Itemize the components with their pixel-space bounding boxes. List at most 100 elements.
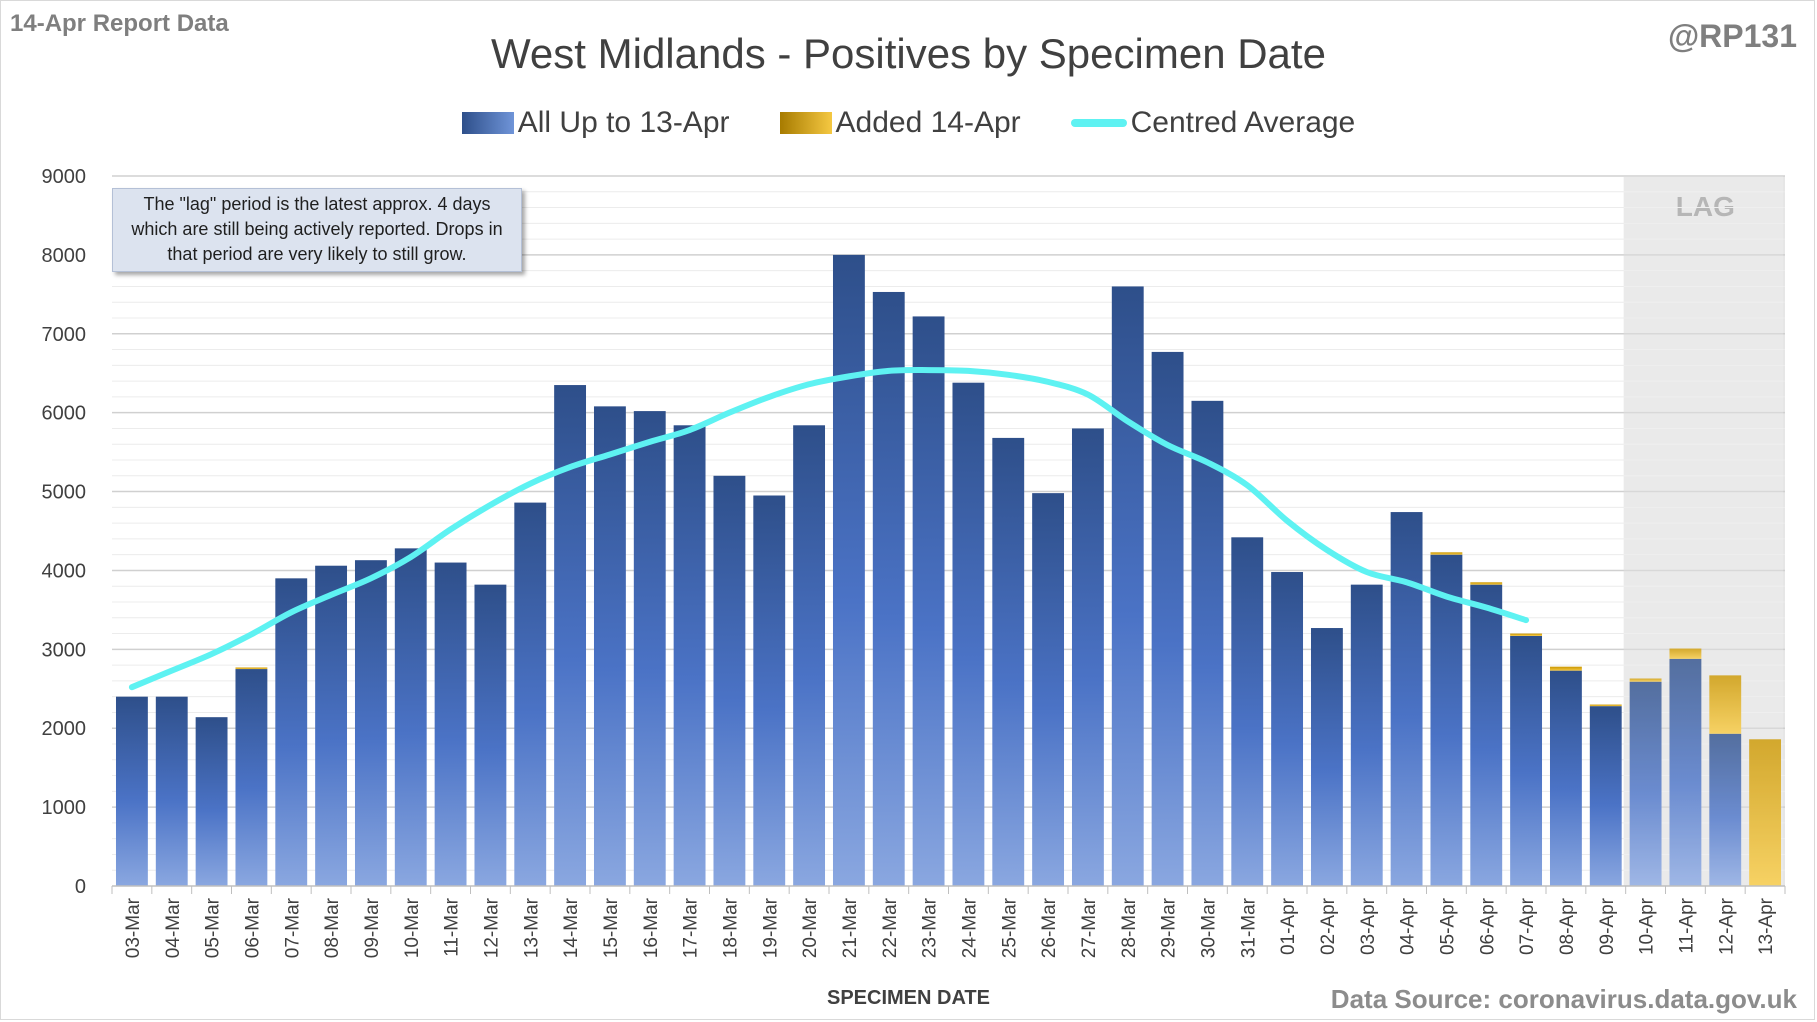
legend-swatch-blue <box>461 112 514 134</box>
bar-all <box>793 425 826 886</box>
author-handle: @RP131 <box>1667 18 1797 54</box>
x-tick-label: 10-Apr <box>1637 897 1658 955</box>
bar-all <box>1470 584 1503 886</box>
bar-added <box>1549 666 1582 671</box>
bar-all <box>1629 681 1662 886</box>
bar-all <box>1390 512 1423 886</box>
x-tick-label: 11-Mar <box>442 897 463 956</box>
bar-all <box>1151 351 1184 886</box>
x-tick-label: 06-Apr <box>1477 897 1498 955</box>
x-tick-label: 13-Mar <box>521 897 542 958</box>
bar-all <box>593 406 626 886</box>
bar-all <box>1430 554 1463 886</box>
bar-added <box>1709 675 1742 734</box>
bar-all <box>1310 628 1343 886</box>
series-line-centred-average <box>128 367 1530 691</box>
x-tick-label: 18-Mar <box>720 897 741 958</box>
lag-label: LAG <box>1676 191 1735 222</box>
bar-all <box>1231 537 1264 886</box>
x-tick-label: 04-Apr <box>1398 897 1419 955</box>
bar-all <box>115 696 148 886</box>
data-source: Data Source: coronavirus.data.gov.uk <box>1330 984 1797 1014</box>
x-tick-label: 29-Mar <box>1159 897 1180 958</box>
bar-all <box>1589 706 1622 886</box>
x-tick-label: 08-Mar <box>322 897 343 958</box>
x-tick-label: 03-Apr <box>1358 897 1379 955</box>
x-tick-label: 01-Apr <box>1278 897 1299 955</box>
bar-all <box>952 382 985 886</box>
y-tick-label: 1000 <box>42 797 87 819</box>
bar-all <box>912 316 945 886</box>
report-label: 14-Apr Report Data <box>10 10 229 37</box>
y-tick-label: 6000 <box>42 403 87 425</box>
x-tick-label: 06-Mar <box>242 897 263 958</box>
bar-all <box>315 565 348 886</box>
x-tick-label: 09-Mar <box>362 897 383 958</box>
x-tick-label: 04-Mar <box>163 897 184 958</box>
bar-added <box>1629 678 1662 682</box>
legend-label-added: Added 14-Apr <box>835 106 1021 139</box>
x-tick-label: 08-Apr <box>1557 897 1578 955</box>
lag-annotation: The "lag" period is the latest approx. 4… <box>112 188 522 272</box>
bar-all <box>155 696 188 886</box>
x-tick-label: 10-Mar <box>402 897 423 958</box>
x-tick-label: 31-Mar <box>1238 897 1259 958</box>
legend-item-all: All Up to 13-Apr <box>461 106 730 140</box>
bar-all <box>275 578 308 886</box>
x-tick-label: 23-Mar <box>920 897 941 958</box>
bar-added <box>1470 582 1503 585</box>
chart-title: West Midlands - Positives by Specimen Da… <box>491 30 1326 77</box>
bar-all <box>992 437 1025 886</box>
legend-label-average: Centred Average <box>1130 106 1356 139</box>
x-tick-label: 12-Mar <box>481 897 502 958</box>
x-tick-label: 27-Mar <box>1079 897 1100 958</box>
bar-added <box>1430 552 1463 555</box>
x-tick-label: 19-Mar <box>760 897 781 958</box>
x-tick-label: 21-Mar <box>840 897 861 958</box>
y-tick-label: 5000 <box>42 482 87 504</box>
x-tick-label: 16-Mar <box>641 897 662 958</box>
bar-added <box>235 667 268 670</box>
bar-all <box>1549 670 1582 886</box>
x-tick-label: 02-Apr <box>1318 897 1339 955</box>
bar-all <box>1111 286 1144 886</box>
bar-all <box>235 669 268 886</box>
bar-all <box>434 562 467 886</box>
y-tick-label: 7000 <box>42 324 87 346</box>
bar-all <box>633 411 666 886</box>
bar-all <box>673 425 706 886</box>
bar-added <box>1589 704 1622 707</box>
bar-all <box>394 548 427 886</box>
chart-legend: All Up to 13-Apr Added 14-Apr Centred Av… <box>0 106 1817 140</box>
x-axis-title: SPECIMEN DATE <box>827 987 990 1009</box>
bar-all <box>354 560 387 886</box>
x-tick-label: 26-Mar <box>1039 897 1060 958</box>
x-tick-label: 25-Mar <box>999 897 1020 958</box>
x-tick-label: 22-Mar <box>880 897 901 958</box>
y-tick-label: 2000 <box>42 718 87 740</box>
lag-overlay <box>1623 176 1783 886</box>
bar-all <box>195 717 228 886</box>
x-tick-label: 09-Apr <box>1597 897 1618 955</box>
x-tick-label: 17-Mar <box>681 897 702 958</box>
bar-all <box>872 291 905 886</box>
x-tick-label: 12-Apr <box>1716 897 1737 955</box>
bar-all <box>1669 658 1702 886</box>
x-tick-label: 03-Mar <box>123 897 144 958</box>
x-tick-label: 05-Mar <box>203 897 224 958</box>
bar-added <box>1510 633 1543 636</box>
x-tick-label: 13-Apr <box>1756 897 1777 955</box>
x-tick-label: 28-Mar <box>1119 897 1140 958</box>
bar-all <box>474 584 507 886</box>
x-tick-label: 30-Mar <box>1198 897 1219 958</box>
bar-all <box>1071 428 1104 886</box>
bar-all <box>753 495 786 886</box>
bar-all <box>832 254 865 886</box>
legend-swatch-gold <box>779 112 832 134</box>
bar-all <box>1350 584 1383 886</box>
y-tick-label: 0 <box>75 876 86 898</box>
x-tick-label: 05-Apr <box>1437 897 1458 955</box>
y-tick-label: 4000 <box>42 560 87 582</box>
